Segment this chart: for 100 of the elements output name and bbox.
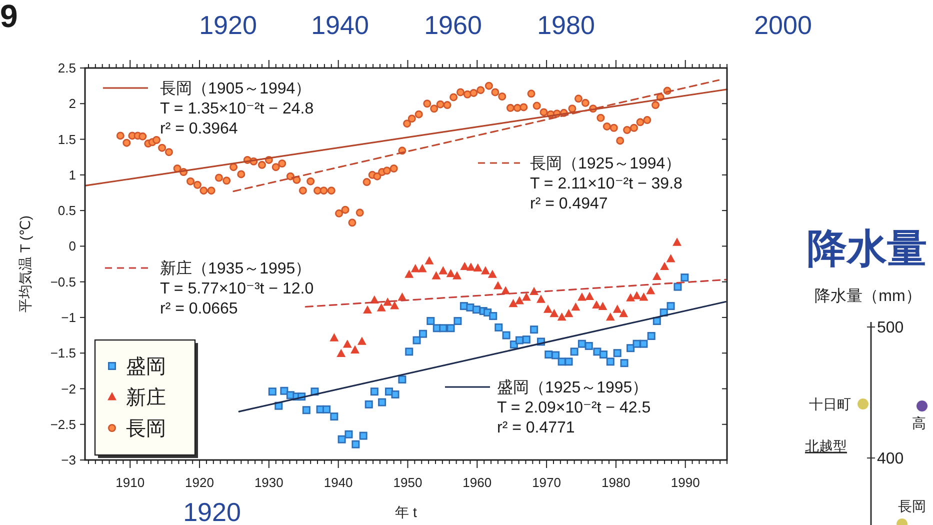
- point: [390, 302, 399, 310]
- point: [330, 334, 338, 342]
- x-tick-label: 1990: [670, 475, 700, 490]
- annotation: 新庄（1935～1995）: [160, 260, 312, 278]
- text: 1920: [183, 497, 241, 525]
- point: [515, 296, 524, 304]
- point: [640, 292, 648, 301]
- annotation: r² = 0.0665: [160, 300, 238, 318]
- point: [598, 302, 607, 310]
- point: [363, 306, 372, 314]
- y-tick-label: 0: [68, 238, 76, 254]
- y-tick-label: −1: [61, 310, 76, 326]
- point: [544, 305, 552, 313]
- y-tick-label: −1.5: [50, 346, 76, 361]
- point: [425, 256, 434, 264]
- x-axis-title: 年 t: [395, 504, 417, 520]
- text: 1920: [199, 10, 257, 40]
- point: [550, 309, 558, 318]
- text: 400: [877, 450, 904, 468]
- annotation: r² = 0.4947: [530, 196, 608, 213]
- point: [564, 309, 573, 318]
- point: [652, 272, 662, 280]
- annotation: r² = 0.4771: [497, 420, 575, 437]
- point: [572, 302, 580, 311]
- y-tick-label: 1.5: [58, 132, 76, 147]
- point: [522, 292, 531, 301]
- y-tick-label: −2.5: [50, 416, 76, 432]
- x-tick-label: 1980: [601, 475, 630, 490]
- point: [418, 264, 427, 272]
- point: [660, 262, 669, 270]
- legend-label: 長岡: [126, 418, 166, 440]
- x-tick-label: 1960: [462, 475, 492, 490]
- point: [606, 312, 615, 321]
- point: [481, 266, 490, 274]
- point: [377, 304, 386, 312]
- text: 十日町: [809, 396, 851, 412]
- point: [666, 254, 675, 262]
- point: [613, 305, 622, 313]
- x-tick-label: 1970: [532, 475, 562, 490]
- annotation: 長岡（1905～1994）: [160, 80, 312, 98]
- annotation: T = 2.11×10⁻²t − 39.8: [530, 176, 683, 193]
- y-tick-label: 0.5: [58, 203, 76, 218]
- point: [460, 262, 469, 270]
- legend-label: 新庄: [126, 387, 166, 410]
- text: 9: [0, 0, 18, 34]
- text: 降水量（mm）: [814, 287, 922, 305]
- annotation: 盛岡（1925～1995）: [497, 378, 648, 397]
- text: 北越型: [805, 438, 847, 454]
- point: [585, 292, 594, 300]
- y-tick-label: −2: [61, 381, 76, 396]
- point: [383, 298, 392, 306]
- point: [488, 270, 497, 278]
- x-tick-label: 1910: [116, 475, 145, 490]
- text: 1980: [537, 10, 595, 40]
- annotation: T = 5.77×10⁻³t − 12.0: [160, 280, 314, 298]
- point: [446, 269, 455, 278]
- point: [536, 295, 546, 303]
- y-tick-label: 2.5: [58, 60, 76, 76]
- text: 1960: [424, 10, 482, 40]
- point: [452, 272, 462, 280]
- x-tick-label: 1940: [324, 475, 353, 490]
- point: [592, 300, 601, 309]
- point: [558, 312, 566, 321]
- x-tick-label: 1950: [393, 475, 422, 490]
- text: 高: [912, 414, 926, 431]
- point: [494, 282, 502, 290]
- y-tick-label: −0.5: [50, 274, 76, 290]
- point: [672, 238, 682, 246]
- x-tick-label: 1920: [185, 475, 214, 490]
- point: [509, 299, 518, 308]
- annotation: T = 2.09×10⁻²t − 42.5: [497, 400, 651, 417]
- text: 2000: [754, 10, 812, 40]
- legend-label: 盛岡: [126, 356, 166, 378]
- point: [438, 266, 448, 274]
- point: [350, 346, 360, 354]
- point: [432, 272, 440, 280]
- point: [411, 264, 420, 272]
- y-tick-label: −3: [61, 452, 76, 468]
- y-tick-label: 1: [68, 167, 76, 182]
- point: [626, 294, 635, 302]
- text: 降水量: [807, 227, 927, 271]
- text: 長岡: [898, 498, 926, 514]
- point: [578, 292, 586, 301]
- x-tick-label: 1930: [254, 475, 284, 490]
- annotation: 長岡（1925～1994）: [530, 156, 682, 173]
- point: [474, 264, 482, 272]
- y-tick-label: 2: [68, 96, 76, 112]
- point: [404, 270, 414, 278]
- annotation: r² = 0.3964: [160, 120, 238, 138]
- point: [336, 349, 346, 358]
- text: 500: [877, 320, 904, 337]
- annotation: T = 1.35×10⁻²t − 24.8: [160, 100, 314, 118]
- point: [632, 292, 641, 300]
- point: [646, 286, 655, 294]
- text: 1940: [311, 10, 369, 40]
- point: [358, 337, 366, 345]
- point: [343, 340, 352, 348]
- point: [619, 309, 628, 318]
- y-axis-title: 平均気温 T (℃): [17, 215, 33, 313]
- point: [466, 263, 476, 271]
